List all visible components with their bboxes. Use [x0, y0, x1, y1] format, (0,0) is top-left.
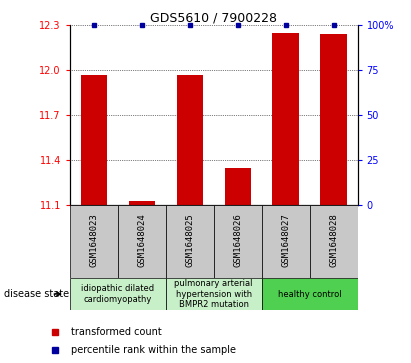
Bar	[321, 34, 347, 205]
Text: GSM1648026: GSM1648026	[233, 213, 242, 267]
Bar	[224, 168, 251, 205]
Bar	[70, 278, 166, 310]
Bar	[309, 205, 358, 278]
Bar	[70, 205, 118, 278]
Bar	[81, 75, 107, 205]
Title: GDS5610 / 7900228: GDS5610 / 7900228	[150, 11, 277, 24]
Text: idiopathic dilated
cardiomyopathy: idiopathic dilated cardiomyopathy	[81, 284, 155, 304]
Bar	[166, 278, 262, 310]
Text: GSM1648027: GSM1648027	[281, 213, 290, 267]
Bar	[214, 205, 262, 278]
Text: GSM1648024: GSM1648024	[137, 213, 146, 267]
Text: disease state: disease state	[4, 289, 69, 299]
Text: GSM1648028: GSM1648028	[329, 213, 338, 267]
Bar	[262, 205, 309, 278]
Text: percentile rank within the sample: percentile rank within the sample	[71, 345, 236, 355]
Text: pulmonary arterial
hypertension with
BMPR2 mutation: pulmonary arterial hypertension with BMP…	[175, 279, 253, 309]
Bar	[129, 201, 155, 205]
Text: healthy control: healthy control	[278, 290, 342, 298]
Bar	[166, 205, 214, 278]
Text: GSM1648025: GSM1648025	[185, 213, 194, 267]
Bar	[177, 75, 203, 205]
Text: GSM1648023: GSM1648023	[89, 213, 98, 267]
Text: transformed count: transformed count	[71, 327, 162, 337]
Bar	[272, 33, 299, 205]
Bar	[118, 205, 166, 278]
Bar	[262, 278, 358, 310]
